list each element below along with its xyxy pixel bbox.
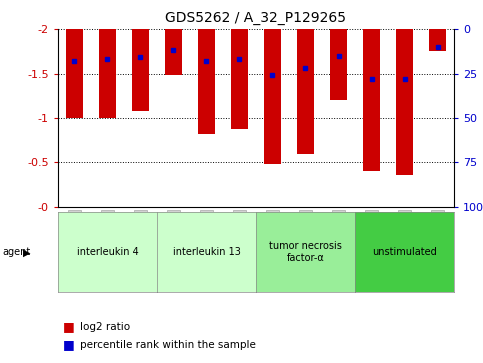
Title: GDS5262 / A_32_P129265: GDS5262 / A_32_P129265: [166, 11, 346, 25]
Text: interleukin 4: interleukin 4: [77, 247, 138, 257]
Bar: [330, 29, 347, 100]
Text: percentile rank within the sample: percentile rank within the sample: [80, 340, 256, 350]
Bar: [264, 29, 281, 164]
Text: tumor necrosis
factor-α: tumor necrosis factor-α: [269, 241, 342, 263]
Bar: [297, 29, 314, 154]
Bar: [165, 29, 182, 75]
Text: ■: ■: [63, 320, 74, 333]
Text: ▶: ▶: [23, 247, 31, 257]
Text: ■: ■: [63, 338, 74, 351]
Text: agent: agent: [2, 247, 30, 257]
Bar: [198, 29, 215, 134]
Bar: [66, 29, 83, 118]
Bar: [363, 29, 380, 171]
Bar: [396, 29, 413, 175]
Text: interleukin 13: interleukin 13: [172, 247, 241, 257]
Text: unstimulated: unstimulated: [372, 247, 437, 257]
Bar: [132, 29, 149, 111]
Bar: [99, 29, 116, 118]
Text: log2 ratio: log2 ratio: [80, 322, 130, 332]
Bar: [429, 29, 446, 51]
Bar: [231, 29, 248, 129]
